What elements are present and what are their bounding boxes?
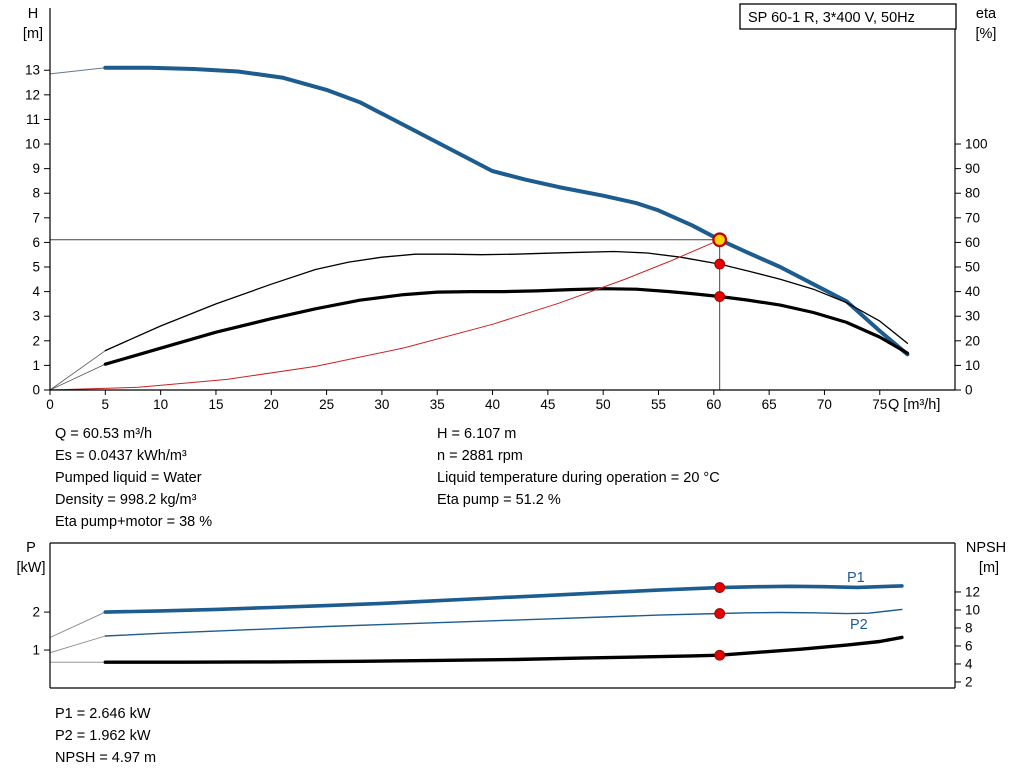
curve-h — [103, 65, 910, 357]
curve-system-curve — [49, 239, 721, 391]
x-tick-label: 20 — [264, 397, 279, 412]
hq-eta-chart[interactable]: 0 5 10 15 20 25 30 35 40 45 50 55 60 65 70 750123456789… — [0, 0, 1024, 420]
info-line-eta-pump-motor: Eta pump+motor = 38 % — [55, 514, 213, 530]
info-line-q: Q = 60.53 m³/h — [55, 426, 153, 442]
duty-info-left: Q = 60.53 m³/h Es = 0.0437 kWh/m³ Pumped… — [55, 423, 212, 533]
x-tick-label: 70 — [817, 397, 832, 412]
y-left-tick-label: 5 — [32, 260, 40, 275]
y-right-tick-label: 30 — [965, 309, 980, 324]
info-line-h: H = 6.107 m — [437, 426, 517, 442]
x-tick-label: 15 — [208, 397, 223, 412]
y-left-tick-label: 3 — [32, 309, 40, 324]
duty-info-right: H = 6.107 m n = 2881 rpm Liquid temperat… — [437, 423, 720, 511]
y-left-tick-label: 1 — [32, 643, 40, 658]
y-left-tick-label: 4 — [32, 284, 40, 299]
y-right-tick-label: 80 — [965, 186, 980, 201]
p2-curve-label: P2 — [850, 617, 868, 633]
y-right-tick-label: 20 — [965, 333, 980, 348]
y-right-tick-label: 60 — [965, 235, 980, 250]
x-tick-label: 25 — [319, 397, 334, 412]
npsh-axis-unit: [m] — [979, 560, 999, 576]
lead-line — [49, 611, 106, 638]
y-right-tick-label: 90 — [965, 161, 980, 176]
h-axis-label: H — [28, 6, 38, 22]
pump-title-box — [739, 3, 957, 30]
curve-point-marker[interactable] — [714, 649, 726, 661]
x-tick-label: 10 — [153, 397, 168, 412]
x-tick-label: 55 — [651, 397, 666, 412]
y-left-tick-label: 1 — [32, 358, 40, 373]
y-right-tick-label: 40 — [965, 284, 980, 299]
info-line-p1: P1 = 2.646 kW — [55, 706, 151, 722]
y-right-tick-label: 70 — [965, 210, 980, 225]
y-left-tick-label: 2 — [32, 605, 40, 620]
y-right-tick-label: 50 — [965, 260, 980, 275]
lead-line — [49, 635, 106, 654]
y-left-tick-label: 6 — [32, 235, 40, 250]
y-right-tick-label: 0 — [965, 383, 973, 398]
x-tick-label: 50 — [596, 397, 611, 412]
info-line-density: Density = 998.2 kg/m³ — [55, 492, 197, 508]
y-left-tick-label: 0 — [32, 383, 40, 398]
curve-eta-pump — [104, 250, 909, 352]
lead-line — [49, 363, 106, 391]
curve-point-marker[interactable] — [714, 582, 726, 593]
y-right-tick-label: 2 — [965, 674, 973, 689]
info-line-es: Es = 0.0437 kWh/m³ — [55, 448, 187, 464]
curve-p1 — [103, 584, 904, 614]
x-tick-label: 30 — [374, 397, 389, 412]
duty-point-marker[interactable] — [712, 232, 728, 248]
info-line-npsh: NPSH = 4.97 m — [55, 750, 157, 766]
y-left-tick-label: 10 — [25, 137, 40, 152]
hq-chart-plot: 0 5 10 15 20 25 30 35 40 45 50 55 60 65 70 750123456789… — [25, 8, 988, 412]
h-axis-unit: [m] — [23, 26, 43, 42]
x-tick-label: 0 — [46, 397, 54, 412]
eta-axis-unit: [%] — [976, 26, 997, 42]
y-left-tick-label: 13 — [25, 63, 40, 78]
curve-point-marker[interactable] — [714, 258, 726, 270]
x-tick-label: 60 — [706, 397, 721, 412]
p-axis-label: P — [26, 540, 36, 556]
y-left-tick-label: 11 — [26, 112, 40, 127]
y-right-tick-label: 6 — [965, 638, 973, 653]
info-line-n: n = 2881 rpm — [437, 448, 523, 464]
y-left-tick-label: 12 — [25, 87, 40, 102]
pump-title: SP 60-1 R, 3*400 V, 50Hz — [748, 10, 915, 26]
y-right-tick-label: 10 — [965, 358, 980, 373]
y-right-tick-label: 4 — [965, 656, 973, 671]
x-tick-label: 75 — [872, 397, 887, 412]
x-tick-label: 40 — [485, 397, 500, 412]
q-axis-label: Q [m³/h] — [888, 397, 940, 413]
lead-line — [49, 67, 106, 75]
info-line-eta-pump: Eta pump = 51.2 % — [437, 492, 561, 508]
y-left-tick-label: 2 — [32, 333, 40, 348]
y-left-tick-label: 8 — [32, 186, 40, 201]
x-tick-label: 65 — [762, 397, 777, 412]
y-right-tick-label: 100 — [965, 137, 988, 152]
info-line-temperature: Liquid temperature during operation = 20… — [437, 470, 720, 486]
x-tick-label: 35 — [430, 397, 445, 412]
npsh-axis-label: NPSH — [966, 540, 1006, 556]
p1-curve-label: P1 — [847, 570, 865, 586]
lead-line — [49, 350, 106, 391]
info-line-liquid: Pumped liquid = Water — [55, 470, 202, 486]
curve-eta-pump-motor — [103, 287, 909, 366]
p-axis-unit: [kW] — [17, 560, 46, 576]
y-right-tick-label: 12 — [965, 584, 980, 599]
x-tick-label: 45 — [540, 397, 555, 412]
curve-npsh — [103, 635, 904, 664]
y-right-tick-label: 8 — [965, 620, 973, 635]
x-tick-label: 5 — [102, 397, 110, 412]
curve-point-marker[interactable] — [714, 608, 726, 619]
info-line-p2: P2 = 1.962 kW — [55, 728, 151, 744]
eta-axis-label: eta — [976, 6, 997, 22]
y-left-tick-label: 9 — [32, 161, 40, 176]
power-info: P1 = 2.646 kW P2 = 1.962 kW NPSH = 4.97 … — [55, 703, 156, 769]
curve-p2 — [104, 608, 903, 637]
curve-point-marker[interactable] — [714, 291, 726, 302]
y-left-tick-label: 7 — [32, 210, 40, 225]
y-right-tick-label: 10 — [965, 602, 980, 617]
